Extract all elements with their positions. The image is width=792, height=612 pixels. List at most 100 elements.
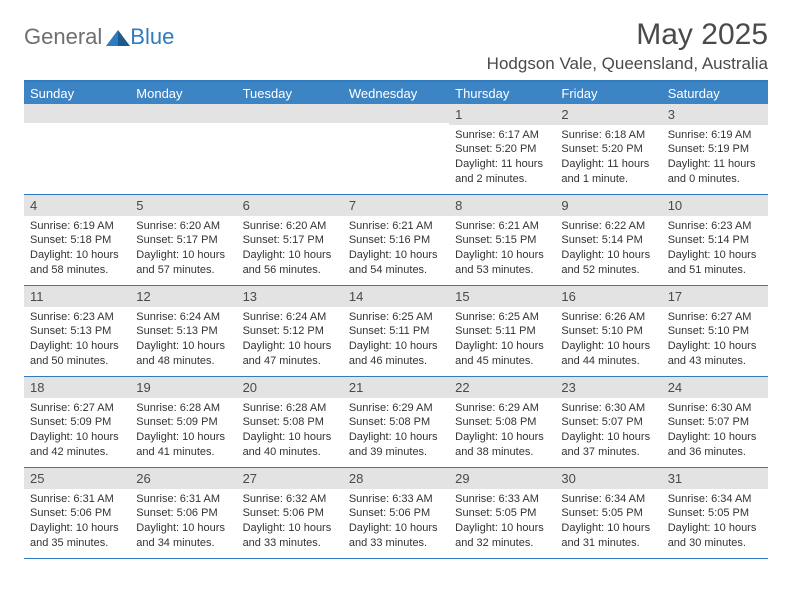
day-cell [343, 104, 449, 194]
day-cell: 31Sunrise: 6:34 AMSunset: 5:05 PMDayligh… [662, 468, 768, 558]
day-number: 23 [555, 377, 661, 398]
daylight-text: Daylight: 10 hours and 41 minutes. [136, 430, 230, 460]
day-content: Sunrise: 6:30 AMSunset: 5:07 PMDaylight:… [555, 398, 661, 464]
daylight-text: Daylight: 10 hours and 56 minutes. [243, 248, 337, 278]
day-content: Sunrise: 6:18 AMSunset: 5:20 PMDaylight:… [555, 125, 661, 191]
day-cell: 9Sunrise: 6:22 AMSunset: 5:14 PMDaylight… [555, 195, 661, 285]
day-number: 6 [237, 195, 343, 216]
sunset-text: Sunset: 5:20 PM [455, 142, 549, 157]
day-number: 25 [24, 468, 130, 489]
sunset-text: Sunset: 5:09 PM [136, 415, 230, 430]
day-cell [237, 104, 343, 194]
day-cell: 27Sunrise: 6:32 AMSunset: 5:06 PMDayligh… [237, 468, 343, 558]
day-content: Sunrise: 6:28 AMSunset: 5:09 PMDaylight:… [130, 398, 236, 464]
day-number: 16 [555, 286, 661, 307]
day-number: 31 [662, 468, 768, 489]
sunset-text: Sunset: 5:05 PM [668, 506, 762, 521]
day-cell: 4Sunrise: 6:19 AMSunset: 5:18 PMDaylight… [24, 195, 130, 285]
day-cell: 23Sunrise: 6:30 AMSunset: 5:07 PMDayligh… [555, 377, 661, 467]
day-number: 18 [24, 377, 130, 398]
day-cell: 7Sunrise: 6:21 AMSunset: 5:16 PMDaylight… [343, 195, 449, 285]
daylight-text: Daylight: 10 hours and 31 minutes. [561, 521, 655, 551]
day-cell: 18Sunrise: 6:27 AMSunset: 5:09 PMDayligh… [24, 377, 130, 467]
day-cell: 14Sunrise: 6:25 AMSunset: 5:11 PMDayligh… [343, 286, 449, 376]
day-cell: 15 Sunrise: 6:25 AMSunset: 5:11 PMDayligh… [449, 286, 555, 376]
logo-text-general: General [24, 24, 102, 50]
day-number: 20 [237, 377, 343, 398]
day-content: Sunrise: 6:31 AMSunset: 5:06 PMDaylight:… [24, 489, 130, 555]
sunrise-text: Sunrise: 6:23 AM [668, 219, 762, 234]
day-content: Sunrise: 6:23 AMSunset: 5:13 PMDaylight:… [24, 307, 130, 373]
day-content: Sunrise: 6:26 AMSunset: 5:10 PMDaylight:… [555, 307, 661, 373]
daylight-text: Daylight: 10 hours and 38 minutes. [455, 430, 549, 460]
sunset-text: Sunset: 5:17 PM [243, 233, 337, 248]
day-cell: 29Sunrise: 6:33 AMSunset: 5:05 PMDayligh… [449, 468, 555, 558]
sunset-text: Sunset: 5:18 PM [30, 233, 124, 248]
sunrise-text: Sunrise: 6:33 AM [349, 492, 443, 507]
sunset-text: Sunset: 5:19 PM [668, 142, 762, 157]
sunset-text: Sunset: 5:09 PM [30, 415, 124, 430]
day-cell: 10Sunrise: 6:23 AMSunset: 5:14 PMDayligh… [662, 195, 768, 285]
sunrise-text: Sunrise: 6:24 AM [136, 310, 230, 325]
daylight-text: Daylight: 10 hours and 35 minutes. [30, 521, 124, 551]
daylight-text: Daylight: 10 hours and 43 minutes. [668, 339, 762, 369]
day-cell: 12Sunrise: 6:24 AMSunset: 5:13 PMDayligh… [130, 286, 236, 376]
sunset-text: Sunset: 5:05 PM [561, 506, 655, 521]
sunset-text: Sunset: 5:07 PM [668, 415, 762, 430]
daylight-text: Daylight: 10 hours and 48 minutes. [136, 339, 230, 369]
sunset-text: Sunset: 5:12 PM [243, 324, 337, 339]
daylight-text: Daylight: 10 hours and 51 minutes. [668, 248, 762, 278]
sunrise-text: Sunrise: 6:34 AM [668, 492, 762, 507]
sunrise-text: Sunrise: 6:21 AM [455, 219, 549, 234]
day-content: Sunrise: 6:20 AMSunset: 5:17 PMDaylight:… [237, 216, 343, 282]
day-content: Sunrise: 6:29 AMSunset: 5:08 PMDaylight:… [343, 398, 449, 464]
sunset-text: Sunset: 5:08 PM [243, 415, 337, 430]
day-number: 15 [449, 286, 555, 307]
sunrise-text: Sunrise: 6:24 AM [243, 310, 337, 325]
sunrise-text: Sunrise: 6:29 AM [349, 401, 443, 416]
day-number: 12 [130, 286, 236, 307]
sunset-text: Sunset: 5:20 PM [561, 142, 655, 157]
sunrise-text: Sunrise: 6:26 AM [561, 310, 655, 325]
sunrise-text: Sunrise: 6:27 AM [668, 310, 762, 325]
day-content: Sunrise: 6:17 AMSunset: 5:20 PMDaylight:… [449, 125, 555, 191]
day-cell: 24Sunrise: 6:30 AMSunset: 5:07 PMDayligh… [662, 377, 768, 467]
day-cell: 28Sunrise: 6:33 AMSunset: 5:06 PMDayligh… [343, 468, 449, 558]
daylight-text: Daylight: 10 hours and 53 minutes. [455, 248, 549, 278]
day-number: 22 [449, 377, 555, 398]
day-number: 2 [555, 104, 661, 125]
sunset-text: Sunset: 5:11 PM [455, 324, 549, 339]
daylight-text: Daylight: 10 hours and 33 minutes. [349, 521, 443, 551]
day-header-wednesday: Wednesday [343, 82, 449, 104]
day-content: Sunrise: 6:19 AMSunset: 5:19 PMDaylight:… [662, 125, 768, 191]
sunrise-text: Sunrise: 6:25 AM [455, 310, 549, 325]
daylight-text: Daylight: 10 hours and 45 minutes. [455, 339, 549, 369]
day-header-sunday: Sunday [24, 82, 130, 104]
day-cell: 22Sunrise: 6:29 AMSunset: 5:08 PMDayligh… [449, 377, 555, 467]
week-row: 1Sunrise: 6:17 AMSunset: 5:20 PMDaylight… [24, 104, 768, 195]
sunrise-text: Sunrise: 6:32 AM [243, 492, 337, 507]
sunset-text: Sunset: 5:15 PM [455, 233, 549, 248]
day-content: Sunrise: 6:33 AMSunset: 5:06 PMDaylight:… [343, 489, 449, 555]
day-content: Sunrise: 6:33 AMSunset: 5:05 PMDaylight:… [449, 489, 555, 555]
day-number: 7 [343, 195, 449, 216]
day-cell: 16Sunrise: 6:26 AMSunset: 5:10 PMDayligh… [555, 286, 661, 376]
day-content: Sunrise: 6:28 AMSunset: 5:08 PMDaylight:… [237, 398, 343, 464]
day-number: 17 [662, 286, 768, 307]
logo-triangle-icon [106, 28, 130, 46]
day-cell: 1Sunrise: 6:17 AMSunset: 5:20 PMDaylight… [449, 104, 555, 194]
day-number: 11 [24, 286, 130, 307]
day-number: 4 [24, 195, 130, 216]
sunset-text: Sunset: 5:06 PM [243, 506, 337, 521]
sunrise-text: Sunrise: 6:29 AM [455, 401, 549, 416]
day-number: 10 [662, 195, 768, 216]
sunrise-text: Sunrise: 6:17 AM [455, 128, 549, 143]
daylight-text: Daylight: 10 hours and 46 minutes. [349, 339, 443, 369]
week-row: 25Sunrise: 6:31 AMSunset: 5:06 PMDayligh… [24, 468, 768, 559]
sunset-text: Sunset: 5:07 PM [561, 415, 655, 430]
day-cell [130, 104, 236, 194]
daylight-text: Daylight: 10 hours and 37 minutes. [561, 430, 655, 460]
day-content: Sunrise: 6:19 AMSunset: 5:18 PMDaylight:… [24, 216, 130, 282]
sunrise-text: Sunrise: 6:25 AM [349, 310, 443, 325]
sunset-text: Sunset: 5:06 PM [136, 506, 230, 521]
